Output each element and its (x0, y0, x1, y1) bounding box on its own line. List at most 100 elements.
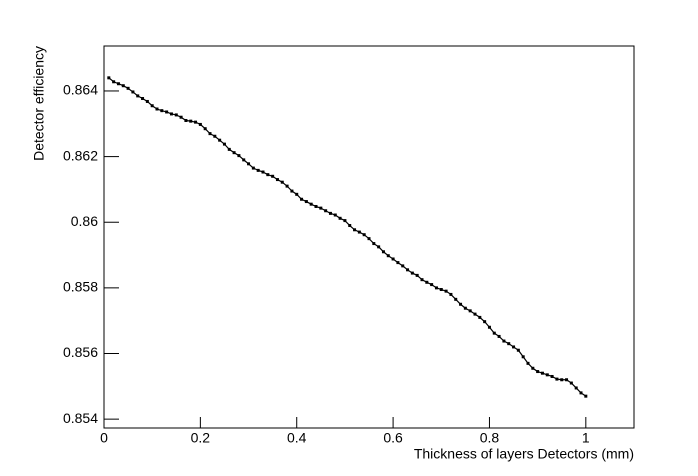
point (497, 334, 501, 338)
point (300, 197, 304, 201)
point (555, 377, 559, 381)
point (516, 348, 520, 352)
point (348, 224, 352, 228)
point (309, 202, 313, 206)
y-tick-label: 0.864 (63, 82, 98, 98)
point (584, 394, 588, 398)
point (565, 378, 569, 382)
point (174, 113, 178, 117)
point (290, 189, 294, 193)
point (275, 178, 279, 182)
point (169, 112, 173, 116)
point (232, 151, 236, 155)
point (492, 331, 496, 335)
point (150, 104, 154, 108)
point (439, 288, 443, 292)
point (131, 90, 135, 94)
point (569, 381, 573, 385)
point (507, 342, 511, 346)
point (145, 99, 149, 103)
point (579, 391, 583, 395)
point (184, 118, 188, 122)
point (536, 370, 540, 374)
point (406, 268, 410, 272)
point (126, 86, 130, 90)
point (420, 278, 424, 282)
y-tick-label: 0.858 (63, 279, 98, 295)
y-axis-title: Detector efficiency (31, 46, 47, 161)
point (314, 204, 318, 208)
point (165, 110, 169, 114)
point (256, 168, 260, 172)
x-axis-title: Thickness of layers Detectors (mm) (414, 446, 634, 462)
point (208, 132, 212, 136)
point (468, 309, 472, 313)
point (222, 142, 226, 146)
point (434, 286, 438, 290)
point (487, 325, 491, 329)
point (247, 162, 251, 166)
point (410, 271, 414, 275)
point (121, 84, 125, 88)
point (574, 386, 578, 390)
y-tick-label: 0.862 (63, 147, 98, 163)
point (179, 115, 183, 119)
point (381, 250, 385, 254)
x-tick-label: 0.4 (287, 430, 307, 446)
point (107, 76, 111, 80)
point (396, 261, 400, 265)
point (218, 138, 222, 142)
point (463, 306, 467, 310)
point (512, 345, 516, 349)
point (545, 373, 549, 377)
point (242, 158, 246, 162)
point (213, 134, 217, 138)
point (540, 371, 544, 375)
point (377, 245, 381, 249)
x-tick-label: 0 (100, 430, 108, 446)
point (560, 378, 564, 382)
point (444, 289, 448, 293)
point (391, 257, 395, 261)
point (521, 355, 525, 359)
point (194, 120, 198, 124)
point (237, 154, 241, 158)
x-tick-label: 0.2 (191, 430, 211, 446)
point (295, 192, 299, 196)
y-tick-label: 0.86 (71, 213, 98, 229)
point (304, 200, 308, 204)
point (473, 312, 477, 316)
x-tick-label: 0.8 (480, 430, 500, 446)
point (280, 180, 284, 184)
series-line (108, 77, 587, 397)
point (251, 166, 255, 170)
point (449, 292, 453, 296)
point (266, 173, 270, 177)
point (338, 216, 342, 220)
point (367, 237, 371, 241)
point (357, 230, 361, 234)
point (112, 80, 116, 84)
point (136, 94, 140, 98)
point (328, 211, 332, 215)
point (271, 174, 275, 178)
point (478, 315, 482, 319)
point (401, 264, 405, 268)
point (141, 97, 145, 101)
point (285, 184, 289, 188)
point (160, 109, 164, 113)
point (415, 273, 419, 277)
point (454, 297, 458, 301)
point (116, 82, 120, 86)
point (198, 122, 202, 126)
plot-frame (103, 45, 635, 429)
point (155, 107, 159, 111)
point (430, 283, 434, 287)
point (531, 366, 535, 370)
point (459, 302, 463, 306)
point (343, 219, 347, 223)
point (550, 374, 554, 378)
point (203, 127, 207, 131)
